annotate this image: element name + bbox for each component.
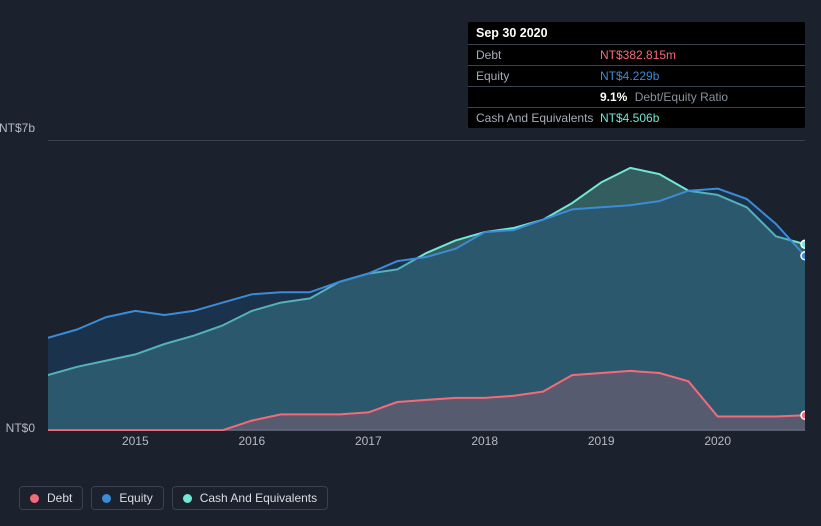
tooltip-value: NT$4.229b [600, 69, 659, 83]
tooltip-label [476, 90, 600, 104]
tooltip-row-equity: Equity NT$4.229b [468, 66, 805, 87]
x-axis-tick: 2018 [471, 434, 498, 448]
x-axis-tick: 2017 [355, 434, 382, 448]
tooltip-row-cash: Cash And Equivalents NT$4.506b [468, 108, 805, 128]
x-axis-tick: 2016 [238, 434, 265, 448]
legend-label: Equity [119, 491, 152, 505]
x-axis-tick: 2020 [704, 434, 731, 448]
series-marker-equity [801, 252, 805, 260]
x-axis-tick: 2015 [122, 434, 149, 448]
series-marker-cash [801, 240, 805, 248]
legend-item-equity[interactable]: Equity [91, 486, 163, 510]
chart-area: NT$7b NT$0 201520162017201820192020 [18, 118, 805, 458]
series-marker-debt [801, 411, 805, 419]
legend-swatch [102, 494, 111, 503]
y-axis-label-min: NT$0 [0, 421, 35, 435]
tooltip-ratio-text: Debt/Equity Ratio [635, 90, 728, 104]
x-axis: 2015 2016 2017 2018 2019 2020 [48, 434, 805, 454]
chart-tooltip: Sep 30 2020 Debt NT$382.815m Equity NT$4… [468, 22, 805, 128]
tooltip-label: Debt [476, 48, 600, 62]
tooltip-value: NT$382.815m [600, 48, 676, 62]
legend-swatch [30, 494, 39, 503]
tooltip-label: Cash And Equivalents [476, 111, 600, 125]
chart-legend: Debt Equity Cash And Equivalents [19, 486, 328, 510]
legend-swatch [183, 494, 192, 503]
chart-svg [48, 141, 805, 431]
legend-label: Cash And Equivalents [200, 491, 317, 505]
chart-plot[interactable] [48, 140, 805, 430]
legend-label: Debt [47, 491, 72, 505]
tooltip-label: Equity [476, 69, 600, 83]
tooltip-value: NT$4.506b [600, 111, 659, 125]
x-axis-tick: 2019 [588, 434, 615, 448]
legend-item-cash[interactable]: Cash And Equivalents [172, 486, 328, 510]
tooltip-ratio-pct: 9.1% [600, 90, 627, 104]
y-axis-label-max: NT$7b [0, 121, 35, 135]
tooltip-date: Sep 30 2020 [468, 22, 805, 45]
tooltip-row-ratio: 9.1% Debt/Equity Ratio [468, 87, 805, 108]
tooltip-row-debt: Debt NT$382.815m [468, 45, 805, 66]
legend-item-debt[interactable]: Debt [19, 486, 83, 510]
